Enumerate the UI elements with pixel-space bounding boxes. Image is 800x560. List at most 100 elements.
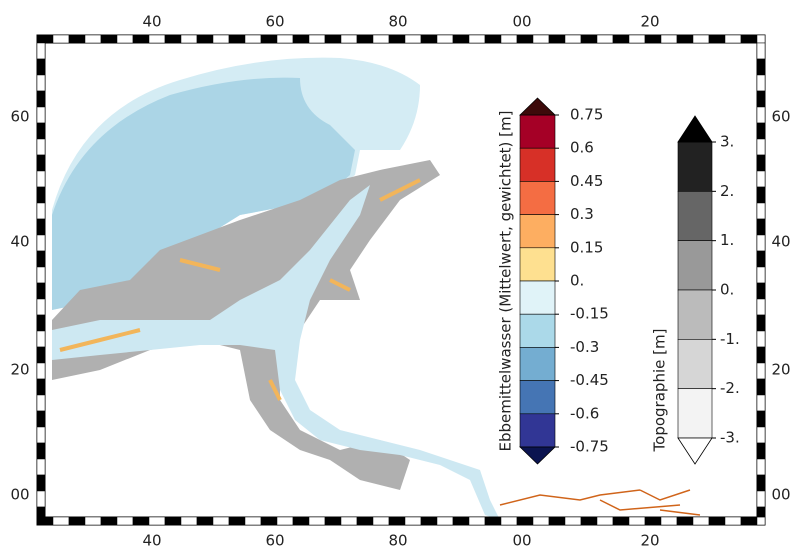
colorbar-extension <box>677 437 713 465</box>
border-segment <box>484 516 502 526</box>
river <box>499 489 701 516</box>
border-segment <box>500 34 518 44</box>
border-segment <box>36 346 46 364</box>
border-segment <box>532 516 550 526</box>
border-segment <box>548 516 566 526</box>
border-segment <box>244 516 262 526</box>
border-segment <box>212 34 230 44</box>
border-segment <box>324 34 342 44</box>
border-segment <box>340 34 358 44</box>
border-segment <box>756 58 766 76</box>
border-segment <box>756 330 766 348</box>
border-segment <box>756 34 766 44</box>
border-segment <box>36 410 46 428</box>
border-segment <box>756 458 766 476</box>
border-segment <box>612 34 630 44</box>
border-segment <box>692 34 710 44</box>
border-segment <box>644 516 662 526</box>
border-segment <box>100 516 118 526</box>
y-coordinate-label: 20 <box>771 361 790 379</box>
border-segment <box>388 34 406 44</box>
x-coordinate-label: 40 <box>142 13 161 31</box>
border-segment <box>196 516 214 526</box>
border-segment <box>228 516 246 526</box>
border-segment <box>132 516 150 526</box>
border-segment <box>660 516 678 526</box>
y-coordinate-label: 40 <box>771 233 790 251</box>
border-segment <box>36 442 46 460</box>
border-segment <box>36 106 46 124</box>
colorbar-swatch <box>519 380 556 415</box>
colorbar-tick-label: 0.3 <box>570 205 594 223</box>
colorbar-tick-label: 3. <box>720 133 734 151</box>
border-segment <box>52 516 70 526</box>
border-segment <box>36 282 46 300</box>
border-segment <box>660 34 678 44</box>
x-coordinate-label: 80 <box>388 13 407 31</box>
border-segment <box>756 506 766 518</box>
y-coordinate-label: 20 <box>10 361 29 379</box>
x-coordinate-label: 00 <box>512 13 531 31</box>
border-segment <box>756 442 766 460</box>
border-segment <box>756 298 766 316</box>
border-segment <box>116 516 134 526</box>
border-segment <box>756 490 766 508</box>
colorbar-tick-label: -0.3 <box>570 338 599 356</box>
border-segment <box>36 266 46 284</box>
border-segment <box>516 34 534 44</box>
border-segment <box>68 34 86 44</box>
border-segment <box>212 516 230 526</box>
border-segment <box>740 34 758 44</box>
border-segment <box>36 516 54 526</box>
colorbar-tick-label: -0.45 <box>570 371 609 389</box>
border-segment <box>756 250 766 268</box>
border-segment <box>756 202 766 220</box>
border-segment <box>756 90 766 108</box>
border-segment <box>36 234 46 252</box>
border-segment <box>452 516 470 526</box>
border-segment <box>180 34 198 44</box>
colorbar-tick-label: -1. <box>720 330 740 348</box>
border-segment <box>756 474 766 492</box>
border-segment <box>756 74 766 92</box>
map-area <box>52 57 701 520</box>
colorbar-swatch <box>677 339 713 389</box>
colorbar-tick-label: 0. <box>720 281 734 299</box>
border-segment <box>468 34 486 44</box>
border-segment <box>708 34 726 44</box>
border-segment <box>628 516 646 526</box>
border-segment <box>612 516 630 526</box>
border-segment <box>756 378 766 396</box>
frame-border <box>36 34 766 526</box>
colorbar-title: Topographie [m] <box>651 329 669 453</box>
border-segment <box>324 516 342 526</box>
border-segment <box>68 516 86 526</box>
border-segment <box>276 516 294 526</box>
colorbar-extension <box>519 97 556 116</box>
colorbar-tick-label: 0.45 <box>570 172 603 190</box>
border-segment <box>292 34 310 44</box>
border-segment <box>452 34 470 44</box>
colorbar-swatch <box>519 313 556 348</box>
shoals <box>59 178 421 401</box>
colorbar-swatch <box>677 191 713 241</box>
border-segment <box>756 218 766 236</box>
border-segment <box>756 410 766 428</box>
colorbar-swatch <box>519 280 556 315</box>
x-coordinate-label: 20 <box>640 532 659 550</box>
colorbar-swatch <box>519 247 556 282</box>
colorbar-swatch <box>519 147 556 182</box>
border-segment <box>36 170 46 188</box>
inner-sea <box>52 77 355 310</box>
colorbar-extension <box>677 115 713 143</box>
border-segment <box>692 516 710 526</box>
border-segment <box>756 394 766 412</box>
border-segment <box>756 516 766 526</box>
border-segment <box>244 34 262 44</box>
border-segment <box>340 516 358 526</box>
colorbar-swatch <box>677 141 713 192</box>
x-coordinate-label: 80 <box>388 532 407 550</box>
border-segment <box>404 34 422 44</box>
colorbar-swatch <box>677 240 713 291</box>
